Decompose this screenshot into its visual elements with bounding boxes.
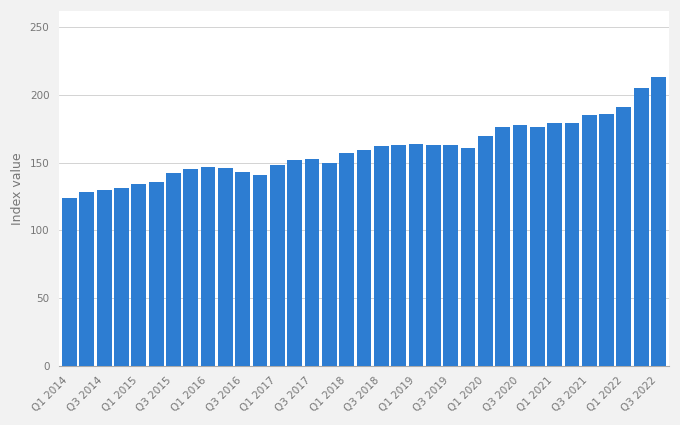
- Bar: [166, 173, 181, 366]
- Bar: [443, 145, 458, 366]
- Bar: [547, 123, 562, 366]
- Bar: [184, 170, 198, 366]
- Bar: [201, 167, 216, 366]
- Bar: [339, 153, 354, 366]
- Y-axis label: Index value: Index value: [11, 152, 24, 225]
- Bar: [131, 184, 146, 366]
- Bar: [322, 163, 337, 366]
- Bar: [564, 123, 579, 366]
- Bar: [253, 175, 267, 366]
- Bar: [495, 128, 510, 366]
- Bar: [62, 198, 77, 366]
- Bar: [409, 144, 424, 366]
- Bar: [288, 160, 302, 366]
- Bar: [305, 159, 320, 366]
- Bar: [599, 114, 614, 366]
- Bar: [460, 148, 475, 366]
- Bar: [374, 147, 389, 366]
- Bar: [651, 77, 666, 366]
- Bar: [235, 172, 250, 366]
- Bar: [530, 128, 545, 366]
- Bar: [513, 125, 527, 366]
- Bar: [114, 188, 129, 366]
- Bar: [617, 107, 631, 366]
- Bar: [218, 168, 233, 366]
- Bar: [478, 136, 492, 365]
- Bar: [270, 165, 285, 366]
- Bar: [391, 145, 406, 366]
- Bar: [80, 193, 95, 366]
- Bar: [356, 150, 371, 366]
- Bar: [149, 181, 163, 366]
- Bar: [97, 190, 112, 366]
- Bar: [582, 115, 596, 366]
- Bar: [634, 88, 649, 366]
- Bar: [426, 145, 441, 366]
